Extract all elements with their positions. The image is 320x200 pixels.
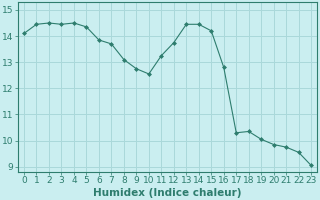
X-axis label: Humidex (Indice chaleur): Humidex (Indice chaleur) xyxy=(93,188,242,198)
